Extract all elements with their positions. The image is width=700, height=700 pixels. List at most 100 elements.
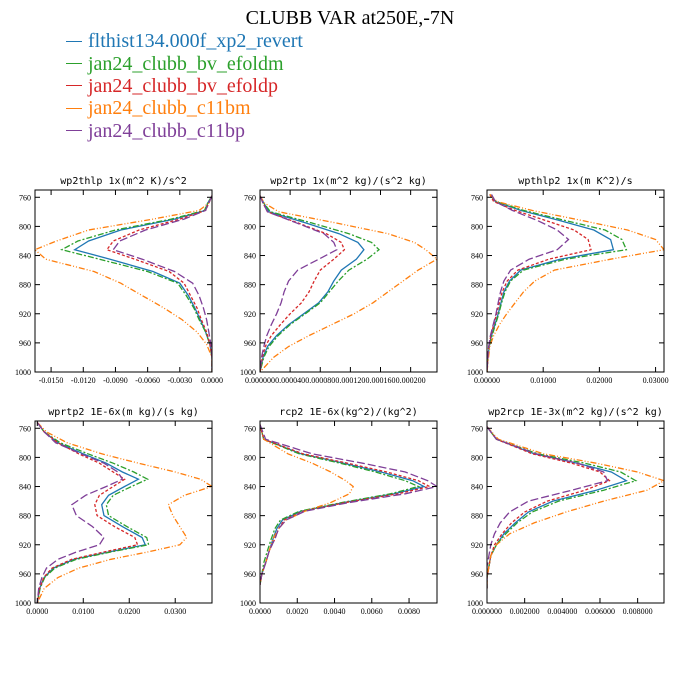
y-tick-label: 960	[19, 339, 31, 348]
series-line	[36, 422, 124, 603]
y-tick-label: 880	[471, 512, 483, 521]
y-tick-label: 1000	[15, 368, 31, 377]
series-line	[487, 426, 638, 589]
plot-frame	[34, 189, 213, 373]
series-line	[36, 422, 139, 603]
legend-label: jan24_clubb_bv_efoldm	[88, 52, 284, 75]
y-tick-label: 960	[471, 570, 483, 579]
series-line	[35, 195, 212, 372]
x-tick-label: 0.006000	[585, 607, 615, 616]
y-tick-label: 760	[471, 424, 483, 433]
y-tick-label: 800	[471, 222, 483, 231]
series-line	[260, 424, 437, 585]
legend-label: jan24_clubb_c11bp	[88, 119, 246, 142]
y-tick-label: 960	[471, 339, 483, 348]
y-tick-label: 1000	[467, 599, 483, 608]
legend-item: jan24_clubb_c11bp	[66, 120, 303, 142]
y-tick-label: 1000	[467, 368, 483, 377]
series-line	[487, 194, 570, 372]
series-line	[36, 422, 147, 603]
panel-title: wpthlp2 1x(m K^2)/s	[518, 176, 632, 187]
x-tick-label: 0.0100	[72, 607, 94, 616]
series-line	[260, 424, 426, 585]
x-tick-label: 0.02000	[586, 376, 612, 385]
x-tick-label: -0.0060	[135, 376, 160, 385]
x-tick-label: -0.0120	[71, 376, 96, 385]
x-tick-label: 0.000160	[366, 376, 396, 385]
legend-swatch	[66, 130, 82, 132]
y-tick-label: 880	[19, 281, 31, 290]
x-tick-label: 0.0300	[164, 607, 186, 616]
series-line	[487, 194, 615, 372]
series-line	[260, 195, 365, 372]
x-tick-label: 0.0000	[26, 607, 48, 616]
y-tick-label: 840	[19, 252, 31, 261]
panel-title: wprtp2 1E-6x(m kg)/(s kg)	[48, 407, 199, 418]
y-tick-label: 800	[471, 453, 483, 462]
legend-label: jan24_clubb_bv_efoldp	[88, 74, 278, 97]
plot-frame	[34, 420, 213, 604]
chart-panel: wprtp2 1E-6x(m kg)/(s kg) 760 800 840 880 920…	[15, 407, 213, 616]
y-tick-label: 760	[471, 193, 483, 202]
y-tick-label: 840	[471, 252, 483, 261]
legend-item: jan24_clubb_bv_efoldm	[66, 52, 303, 75]
x-tick-label: 0.0020	[286, 607, 308, 616]
figure-title: CLUBB VAR at250E,-7N	[245, 7, 455, 29]
x-tick-label: -0.0090	[103, 376, 128, 385]
series-line	[487, 426, 664, 589]
series-line	[487, 426, 609, 589]
series-line	[105, 195, 212, 372]
y-tick-label: 920	[19, 310, 31, 319]
y-tick-label: 800	[244, 453, 256, 462]
x-tick-label: 0.0080	[398, 607, 420, 616]
panel-title: wp2rcp 1E-3x(m^2 kg)/(s^2 kg)	[488, 407, 663, 418]
y-tick-label: 840	[19, 483, 31, 492]
y-tick-label: 1000	[15, 599, 31, 608]
y-tick-label: 880	[244, 512, 256, 521]
x-tick-label: 0.002000	[510, 607, 540, 616]
y-tick-label: 840	[471, 483, 483, 492]
x-tick-label: 0.000200	[396, 376, 426, 385]
chart-panel: wpthlp2 1x(m K^2)/s 760 800 840 880 920 960 100…	[467, 176, 669, 385]
legend-item: flthist134.000f_xp2_revert	[66, 30, 303, 52]
x-tick-label: 0.01000	[530, 376, 556, 385]
panel-title: rcp2 1E-6x(kg^2)/(kg^2)	[279, 407, 417, 418]
x-tick-label: 0.0060	[361, 607, 383, 616]
legend-swatch	[66, 107, 82, 109]
x-tick-label: 0.0040	[324, 607, 346, 616]
y-tick-label: 800	[244, 222, 256, 231]
x-tick-label: 0.0000	[249, 607, 271, 616]
panel-title: wp2thlp 1x(m^2 K)/s^2	[60, 176, 186, 187]
legend-swatch	[66, 40, 82, 42]
y-tick-label: 960	[244, 570, 256, 579]
x-tick-label: -0.0030	[167, 376, 192, 385]
series-line	[36, 422, 150, 603]
series-line	[487, 193, 664, 372]
x-tick-label: 0.000000	[472, 607, 502, 616]
x-tick-label: 0.008000	[623, 607, 653, 616]
legend-label: jan24_clubb_c11bm	[88, 97, 251, 120]
series-line	[112, 195, 212, 372]
series-line	[60, 195, 212, 372]
legend-swatch	[66, 85, 82, 87]
y-tick-label: 920	[471, 541, 483, 550]
x-tick-label: 0.000000	[245, 376, 275, 385]
series-line	[260, 195, 346, 372]
series-line	[260, 195, 338, 372]
y-tick-label: 800	[19, 222, 31, 231]
y-tick-label: 960	[244, 339, 256, 348]
x-tick-label: -0.0150	[39, 376, 64, 385]
y-tick-label: 880	[19, 512, 31, 521]
x-tick-label: 0.0200	[118, 607, 140, 616]
x-tick-label: 0.00000	[474, 376, 500, 385]
x-tick-label: 0.000040	[275, 376, 305, 385]
y-tick-label: 880	[244, 281, 256, 290]
series-line	[260, 424, 421, 585]
x-tick-label: 0.000120	[335, 376, 365, 385]
y-tick-label: 840	[244, 252, 256, 261]
legend-item: jan24_clubb_c11bm	[66, 97, 303, 119]
series-line	[487, 426, 611, 589]
series-line	[487, 193, 628, 372]
x-tick-label: 0.000080	[305, 376, 335, 385]
